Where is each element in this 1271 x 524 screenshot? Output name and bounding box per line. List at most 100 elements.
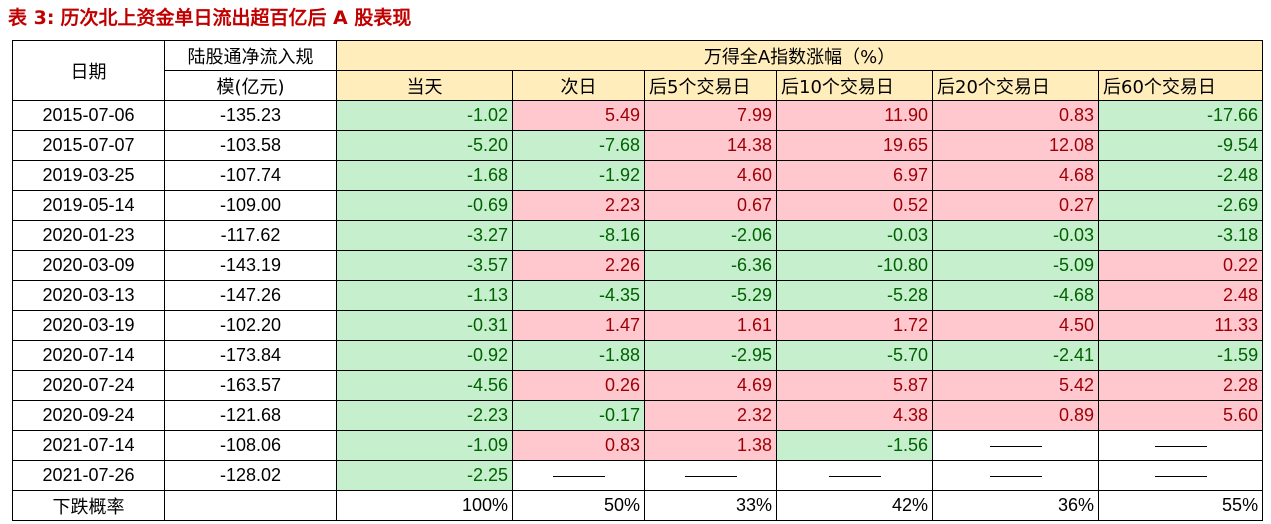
header-flow-line1: 陆股通净流入规 [164,40,337,71]
header-col-2: 后5个交易日 [644,70,777,101]
return-cell: 4.38 [776,400,933,431]
return-cell: -0.03 [776,220,933,251]
date-cell: 2019-03-25 [12,160,165,191]
no-data-cell: —— [932,460,1099,491]
header-row-1: 日期 陆股通净流入规 万得全A指数涨幅（%） [12,40,1264,101]
return-cell: 1.72 [776,310,933,341]
return-cell: -1.88 [512,340,645,371]
header-group: 万得全A指数涨幅（%） [335,40,1264,71]
return-cell: -2.06 [644,220,777,251]
date-cell: 2015-07-06 [12,100,165,131]
net-flow-cell: -163.57 [164,370,337,401]
no-data-cell: —— [932,430,1099,461]
return-cell: -8.16 [512,220,645,251]
footer-label: 下跌概率 [12,490,165,521]
return-cell: 2.23 [512,190,645,221]
return-cell: 12.08 [932,130,1099,161]
return-cell: -5.28 [776,280,933,311]
table-body: 2015-07-06 -135.23 -1.02 5.49 7.99 11.90 0.83-… [12,100,1264,491]
net-flow-cell: -128.02 [164,460,337,491]
return-cell: 5.60 [1097,400,1264,431]
header-col-3: 后10个交易日 [776,70,933,101]
table-row: 2020-07-14 -173.84 -0.92 -1.88 -2.95 -5.70 -2.… [12,340,1264,371]
table-row: 2020-03-09 -143.19 -3.57 2.26 -6.36 -10.80 -5.… [12,250,1264,281]
footer-row: 下跌概率 100% 50% 33% 42% 36% 55% [12,490,1264,521]
return-cell: -2.48 [1097,160,1264,191]
table-row: 2020-01-23 -117.62 -3.27 -8.16 -2.06 -0.03 -0.… [12,220,1264,251]
date-cell: 2020-03-09 [12,250,165,281]
footer-value: 55% [1097,490,1264,521]
return-cell: -4.56 [336,370,513,401]
return-cell: 4.69 [644,370,777,401]
footer-value: 36% [932,490,1099,521]
date-cell: 2020-03-13 [12,280,165,311]
return-cell: 5.49 [512,100,645,131]
net-flow-cell: -147.26 [164,280,337,311]
return-cell: -2.69 [1097,190,1264,221]
table-row: 2020-07-24 -163.57 -4.56 0.26 4.69 5.87 5.42 2.… [12,370,1264,401]
net-flow-cell: -102.20 [164,310,337,341]
date-cell: 2021-07-26 [12,460,165,491]
return-cell: -5.70 [776,340,933,371]
return-cell: 5.87 [776,370,933,401]
return-cell: -2.95 [644,340,777,371]
net-flow-cell: -117.62 [164,220,337,251]
net-flow-cell: -109.00 [164,190,337,221]
return-cell: -2.41 [932,340,1099,371]
return-cell: -10.80 [776,250,933,281]
return-cell: 19.65 [776,130,933,161]
return-cell: 4.68 [932,160,1099,191]
header-flow-line2: 模(亿元) [164,70,337,101]
return-cell: -4.35 [512,280,645,311]
net-flow-cell: -107.74 [164,160,337,191]
return-cell: -1.56 [776,430,933,461]
return-cell: 1.61 [644,310,777,341]
return-cell: -2.23 [336,400,513,431]
table-row: 2020-09-24 -121.68 -2.23 -0.17 2.32 4.38 0.89 5… [12,400,1264,431]
return-cell: -9.54 [1097,130,1264,161]
return-cell: -5.20 [336,130,513,161]
footer-value: 42% [776,490,933,521]
return-cell: 7.99 [644,100,777,131]
dash-line: —— [1154,445,1207,447]
return-cell: 11.90 [776,100,933,131]
return-cell: -0.69 [336,190,513,221]
footer-value: 50% [512,490,645,521]
return-cell: 0.22 [1097,250,1264,281]
return-cell: -17.66 [1097,100,1264,131]
return-cell: 6.97 [776,160,933,191]
return-cell: -1.13 [336,280,513,311]
date-cell: 2021-07-14 [12,430,165,461]
dash-line: —— [828,475,881,477]
return-cell: -5.29 [644,280,777,311]
net-flow-cell: -135.23 [164,100,337,131]
date-cell: 2020-01-23 [12,220,165,251]
return-cell: 0.27 [932,190,1099,221]
dash-line: —— [989,445,1042,447]
header-col-5: 后60个交易日 [1097,70,1264,101]
net-flow-cell: -121.68 [164,400,337,431]
return-cell: 4.50 [932,310,1099,341]
return-cell: -2.25 [336,460,513,491]
table-title-text: 历次北上资金单日流出超百亿后 A 股表现 [60,7,412,29]
table-row: 2021-07-14-108.06-1.090.831.38-1.56 —— —— [12,430,1264,461]
return-cell: -1.68 [336,160,513,191]
header-row-2: 模(亿元) 当天 次日 后5个交易日 后10个交易日 后20个交易日 后60个交… [13,70,1264,101]
return-cell: 11.33 [1097,310,1264,341]
header-col-4: 后20个交易日 [932,70,1099,101]
return-cell: -1.92 [512,160,645,191]
table-row: 2019-05-14 -109.00 -0.69 2.23 0.67 0.52 0.27 -2… [12,190,1264,221]
data-table: 日期 陆股通净流入规 万得全A指数涨幅（%） 模(亿元) 当天 次日 后5个交易… [12,40,1264,521]
net-flow-cell: -108.06 [164,430,337,461]
return-cell: 5.42 [932,370,1099,401]
return-cell: 0.89 [932,400,1099,431]
date-cell: 2020-07-24 [12,370,165,401]
return-cell: 2.26 [512,250,645,281]
return-cell: -3.27 [336,220,513,251]
date-cell: 2020-07-14 [12,340,165,371]
return-cell: 0.83 [932,100,1099,131]
no-data-cell: —— [1097,430,1264,461]
net-flow-cell: -143.19 [164,250,337,281]
return-cell: -0.03 [932,220,1099,251]
return-cell: -7.68 [512,130,645,161]
